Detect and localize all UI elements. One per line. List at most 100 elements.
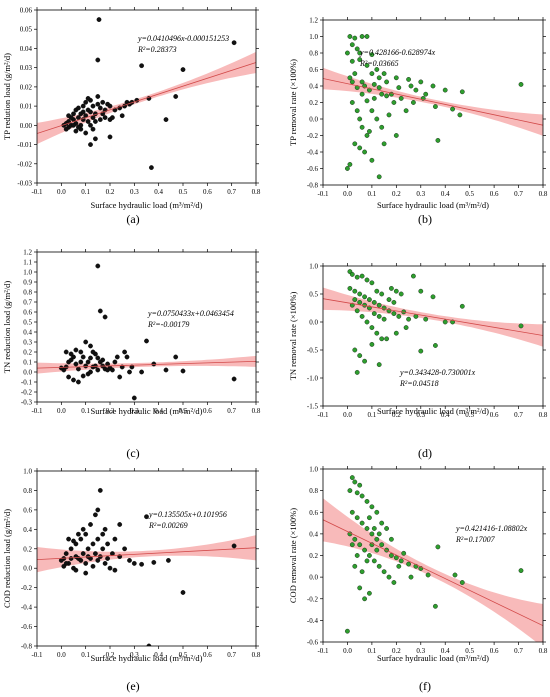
data-point	[371, 300, 377, 305]
x-tick-label: 0.1	[368, 647, 377, 655]
x-tick-label: 0.5	[179, 188, 188, 196]
y-tick-label: 0.4	[309, 83, 318, 91]
data-point	[90, 349, 96, 355]
r-squared-label: R²=-0.00179	[147, 320, 189, 329]
x-tick-label: 0.4	[441, 411, 450, 419]
data-point	[347, 34, 353, 39]
confidence-band	[323, 498, 543, 642]
y-tick-label: 0.02	[20, 83, 33, 91]
x-tick-label: 0.5	[465, 647, 474, 655]
data-point	[95, 263, 101, 269]
chart-e: -0.1 0.0 0.1 0.2 0.3 0.4 0.5 0.6 0.7 0.8 -0.8 -0.6 -…	[2, 468, 261, 694]
data-point	[83, 99, 89, 105]
x-tick-label: 0.7	[227, 188, 236, 196]
data-point	[347, 488, 353, 493]
y-tick-label: 0.4	[23, 526, 32, 534]
data-point	[359, 91, 365, 97]
data-point	[122, 349, 127, 355]
fit-line	[37, 360, 256, 369]
x-tick-label: 0.5	[465, 190, 474, 198]
x-tick-label: 0.0	[57, 407, 66, 415]
data-point	[359, 34, 365, 39]
data-point	[93, 512, 98, 518]
x-axis-label: Surface hydraulic load (m³/m²/d)	[377, 406, 489, 416]
data-point	[384, 336, 389, 342]
regression-equation: y=0.135505x+0.101956	[148, 510, 227, 519]
y-tick-label: -0.4	[307, 617, 319, 625]
data-point	[376, 531, 382, 537]
x-tick-label: 0.3	[130, 651, 139, 659]
data-point	[411, 273, 416, 279]
data-point	[364, 319, 370, 325]
y-tick-label: -0.2	[21, 389, 33, 397]
y-axis-label: COD reduction load (g/m²/d)	[2, 509, 12, 608]
data-point	[364, 98, 370, 104]
data-point	[396, 85, 402, 90]
data-point	[352, 536, 358, 542]
data-point	[357, 57, 363, 62]
data-point	[88, 522, 93, 527]
data-point	[442, 87, 448, 93]
data-point	[149, 165, 154, 170]
data-point	[364, 63, 370, 68]
x-tick-label: 0.0	[343, 647, 352, 655]
data-point	[369, 52, 375, 57]
data-point	[58, 558, 64, 563]
data-point	[163, 367, 169, 373]
data-point	[389, 536, 394, 542]
data-point	[139, 63, 144, 69]
data-point	[367, 129, 372, 134]
data-point	[391, 100, 397, 105]
regression-equation: y=0.0750433x+0.0463454	[147, 309, 234, 318]
data-point	[406, 316, 411, 322]
y-tick-label: -0.8	[21, 643, 33, 651]
data-point	[381, 71, 387, 76]
data-point	[144, 338, 149, 344]
y-tick-label: -0.3	[21, 399, 33, 407]
x-tick-label: 0.7	[227, 651, 236, 659]
x-axis-label: Surface hydraulic load (m³/m²/d)	[90, 653, 202, 663]
data-point	[345, 628, 350, 634]
x-tick-label: 0.6	[490, 647, 499, 655]
data-point	[105, 556, 110, 561]
data-point	[408, 574, 414, 580]
data-point	[347, 162, 353, 167]
data-point	[413, 87, 419, 93]
data-point	[68, 357, 74, 363]
regression-equation: y=0.0410496x-0.000151253	[137, 34, 229, 43]
data-point	[231, 376, 237, 382]
data-point	[408, 83, 414, 89]
data-point	[518, 82, 524, 87]
data-point	[374, 509, 380, 515]
x-tick-label: -0.1	[31, 651, 43, 659]
data-point	[90, 563, 96, 569]
y-tick-label: 0.0	[23, 565, 32, 573]
y-tick-label: 0.6	[23, 506, 32, 514]
y-axis-label: TN reduction load (g/m²/d)	[2, 281, 12, 374]
data-point	[80, 373, 86, 379]
data-point	[97, 117, 103, 122]
data-point	[73, 567, 79, 573]
data-point	[95, 57, 101, 63]
y-tick-label: -0.6	[307, 165, 319, 173]
data-point	[374, 536, 380, 542]
y-tick-label: 1.1	[23, 259, 32, 267]
panel-caption: (e)	[126, 679, 139, 693]
data-point	[359, 314, 365, 319]
y-tick-label: 0.6	[23, 309, 32, 317]
data-point	[364, 526, 370, 531]
x-tick-label: 0.8	[252, 188, 261, 196]
data-point	[144, 514, 149, 520]
data-point	[63, 126, 69, 132]
data-point	[374, 330, 380, 336]
data-point	[180, 590, 186, 595]
y-tick-label: 0.04	[20, 45, 33, 53]
data-point	[349, 475, 355, 480]
data-point	[374, 547, 380, 553]
data-point	[359, 124, 365, 130]
data-point	[354, 308, 360, 314]
data-point	[97, 488, 103, 493]
data-point	[367, 297, 372, 302]
data-point	[71, 538, 76, 544]
data-point	[83, 570, 89, 576]
